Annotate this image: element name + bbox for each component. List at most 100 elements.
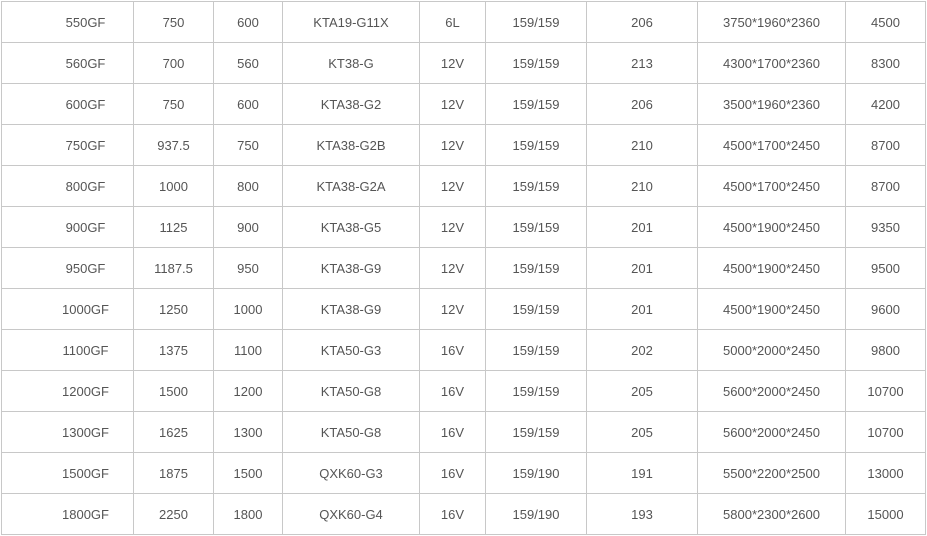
cell-prime-power: 1875 bbox=[133, 452, 214, 494]
cell-model: 1300GF bbox=[1, 411, 134, 453]
cell-standby-power: 600 bbox=[213, 83, 283, 125]
cell-weight: 4500 bbox=[845, 1, 926, 43]
table-row: 600GF 750 600 KTA38-G2 12V 159/159 206 3500*196… bbox=[1, 83, 926, 125]
cell-standby-power: 1000 bbox=[213, 288, 283, 330]
cell-model: 1200GF bbox=[1, 370, 134, 412]
cell-cylinders: 16V bbox=[419, 370, 486, 412]
table-row: 1200GF 1500 1200 KTA50-G8 16V 159/159 205 5600*… bbox=[1, 370, 926, 412]
cell-weight: 9600 bbox=[845, 288, 926, 330]
cell-cylinders: 12V bbox=[419, 247, 486, 289]
cell-bore-stroke: 159/159 bbox=[485, 165, 587, 207]
table-row: 1500GF 1875 1500 QXK60-G3 16V 159/190 191 5500*… bbox=[1, 452, 926, 494]
cell-standby-power: 900 bbox=[213, 206, 283, 248]
cell-model: 800GF bbox=[1, 165, 134, 207]
cell-dimensions: 5000*2000*2450 bbox=[697, 329, 846, 371]
cell-cylinders: 16V bbox=[419, 452, 486, 494]
cell-engine-model: KTA50-G3 bbox=[282, 329, 420, 371]
cell-fuel-consumption: 213 bbox=[586, 42, 698, 84]
cell-prime-power: 1500 bbox=[133, 370, 214, 412]
cell-cylinders: 12V bbox=[419, 83, 486, 125]
cell-engine-model: KTA38-G9 bbox=[282, 288, 420, 330]
cell-model: 600GF bbox=[1, 83, 134, 125]
cell-model: 1500GF bbox=[1, 452, 134, 494]
cell-prime-power: 750 bbox=[133, 1, 214, 43]
cell-bore-stroke: 159/159 bbox=[485, 411, 587, 453]
cell-cylinders: 6L bbox=[419, 1, 486, 43]
cell-standby-power: 1100 bbox=[213, 329, 283, 371]
cell-dimensions: 3500*1960*2360 bbox=[697, 83, 846, 125]
cell-cylinders: 12V bbox=[419, 165, 486, 207]
cell-engine-model: KTA38-G2B bbox=[282, 124, 420, 166]
cell-prime-power: 1000 bbox=[133, 165, 214, 207]
cell-dimensions: 3750*1960*2360 bbox=[697, 1, 846, 43]
cell-bore-stroke: 159/159 bbox=[485, 206, 587, 248]
cell-bore-stroke: 159/159 bbox=[485, 370, 587, 412]
cell-standby-power: 750 bbox=[213, 124, 283, 166]
cell-weight: 9500 bbox=[845, 247, 926, 289]
cell-weight: 10700 bbox=[845, 370, 926, 412]
cell-cylinders: 12V bbox=[419, 206, 486, 248]
cell-dimensions: 5500*2200*2500 bbox=[697, 452, 846, 494]
cell-cylinders: 12V bbox=[419, 124, 486, 166]
cell-fuel-consumption: 193 bbox=[586, 493, 698, 535]
cell-dimensions: 4500*1700*2450 bbox=[697, 165, 846, 207]
cell-dimensions: 4500*1900*2450 bbox=[697, 206, 846, 248]
cell-standby-power: 950 bbox=[213, 247, 283, 289]
table-row: 900GF 1125 900 KTA38-G5 12V 159/159 201 4500*19… bbox=[1, 206, 926, 248]
table-row: 950GF 1187.5 950 KTA38-G9 12V 159/159 201 4500*… bbox=[1, 247, 926, 289]
cell-dimensions: 5600*2000*2450 bbox=[697, 411, 846, 453]
cell-fuel-consumption: 201 bbox=[586, 206, 698, 248]
cell-fuel-consumption: 191 bbox=[586, 452, 698, 494]
cell-standby-power: 1500 bbox=[213, 452, 283, 494]
table-row: 560GF 700 560 KT38-G 12V 159/159 213 4300*1700*… bbox=[1, 42, 926, 84]
cell-weight: 8700 bbox=[845, 165, 926, 207]
cell-prime-power: 937.5 bbox=[133, 124, 214, 166]
cell-cylinders: 16V bbox=[419, 329, 486, 371]
cell-weight: 4200 bbox=[845, 83, 926, 125]
cell-model: 1000GF bbox=[1, 288, 134, 330]
cell-engine-model: KTA50-G8 bbox=[282, 370, 420, 412]
cell-model: 1800GF bbox=[1, 493, 134, 535]
cell-standby-power: 1800 bbox=[213, 493, 283, 535]
cell-standby-power: 1300 bbox=[213, 411, 283, 453]
cell-prime-power: 700 bbox=[133, 42, 214, 84]
cell-prime-power: 1125 bbox=[133, 206, 214, 248]
cell-bore-stroke: 159/159 bbox=[485, 288, 587, 330]
cell-bore-stroke: 159/190 bbox=[485, 493, 587, 535]
cell-bore-stroke: 159/190 bbox=[485, 452, 587, 494]
cell-standby-power: 560 bbox=[213, 42, 283, 84]
cell-bore-stroke: 159/159 bbox=[485, 83, 587, 125]
cell-dimensions: 4300*1700*2360 bbox=[697, 42, 846, 84]
cell-bore-stroke: 159/159 bbox=[485, 124, 587, 166]
cell-bore-stroke: 159/159 bbox=[485, 1, 587, 43]
cell-fuel-consumption: 202 bbox=[586, 329, 698, 371]
cell-weight: 8700 bbox=[845, 124, 926, 166]
cell-dimensions: 4500*1900*2450 bbox=[697, 288, 846, 330]
cell-engine-model: KTA38-G9 bbox=[282, 247, 420, 289]
cell-dimensions: 4500*1900*2450 bbox=[697, 247, 846, 289]
cell-fuel-consumption: 210 bbox=[586, 124, 698, 166]
cell-model: 550GF bbox=[1, 1, 134, 43]
cell-cylinders: 16V bbox=[419, 493, 486, 535]
cell-fuel-consumption: 205 bbox=[586, 370, 698, 412]
cell-standby-power: 600 bbox=[213, 1, 283, 43]
cell-standby-power: 1200 bbox=[213, 370, 283, 412]
cell-dimensions: 5800*2300*2600 bbox=[697, 493, 846, 535]
cell-prime-power: 1187.5 bbox=[133, 247, 214, 289]
cell-bore-stroke: 159/159 bbox=[485, 42, 587, 84]
table-row: 550GF 750 600 KTA19-G11X 6L 159/159 206 3750*19… bbox=[1, 1, 926, 43]
cell-fuel-consumption: 206 bbox=[586, 83, 698, 125]
cell-engine-model: KTA38-G2A bbox=[282, 165, 420, 207]
table-row: 1300GF 1625 1300 KTA50-G8 16V 159/159 205 5600*… bbox=[1, 411, 926, 453]
cell-engine-model: KTA38-G2 bbox=[282, 83, 420, 125]
cell-engine-model: KT38-G bbox=[282, 42, 420, 84]
cell-prime-power: 2250 bbox=[133, 493, 214, 535]
cell-dimensions: 4500*1700*2450 bbox=[697, 124, 846, 166]
cell-model: 950GF bbox=[1, 247, 134, 289]
cell-weight: 10700 bbox=[845, 411, 926, 453]
cell-prime-power: 1625 bbox=[133, 411, 214, 453]
cell-bore-stroke: 159/159 bbox=[485, 329, 587, 371]
cell-fuel-consumption: 210 bbox=[586, 165, 698, 207]
cell-model: 560GF bbox=[1, 42, 134, 84]
